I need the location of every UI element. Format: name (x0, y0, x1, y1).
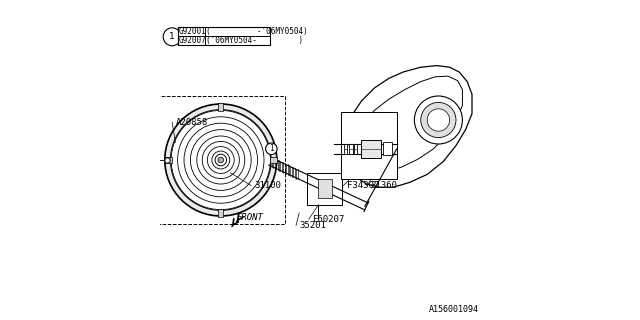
Circle shape (266, 143, 277, 155)
Text: 1: 1 (269, 144, 274, 153)
Text: 31360: 31360 (370, 181, 397, 190)
Bar (349, 144, 353, 154)
Bar (355, 144, 357, 154)
Text: (          -'06MY0504): ( -'06MY0504) (206, 27, 307, 36)
Bar (361, 140, 381, 157)
Circle shape (163, 28, 181, 46)
Text: A156001094: A156001094 (428, 305, 479, 314)
Text: E60207: E60207 (312, 215, 344, 224)
Bar (218, 103, 223, 111)
Text: 31100: 31100 (254, 181, 281, 190)
Bar (270, 157, 278, 163)
Text: G92001: G92001 (179, 27, 206, 36)
Bar (178, 27, 270, 45)
Circle shape (170, 109, 271, 211)
Bar (157, 96, 285, 224)
Circle shape (215, 154, 227, 166)
Text: 1: 1 (170, 32, 175, 41)
Bar (340, 112, 397, 179)
Text: F34302: F34302 (347, 181, 379, 190)
Bar (317, 179, 332, 198)
Bar (164, 157, 172, 163)
Bar (383, 142, 392, 155)
Text: ('06MY0504-         ): ('06MY0504- ) (206, 36, 303, 45)
Circle shape (165, 104, 277, 216)
Text: 35201: 35201 (300, 221, 326, 230)
Text: A20858: A20858 (175, 118, 207, 127)
Circle shape (218, 157, 224, 163)
Bar (218, 209, 223, 217)
Bar (344, 144, 347, 154)
Text: G92007: G92007 (179, 36, 206, 45)
Text: FRONT: FRONT (236, 213, 263, 222)
Circle shape (415, 96, 463, 144)
Circle shape (421, 102, 456, 138)
Circle shape (428, 109, 449, 131)
Bar (307, 173, 342, 205)
